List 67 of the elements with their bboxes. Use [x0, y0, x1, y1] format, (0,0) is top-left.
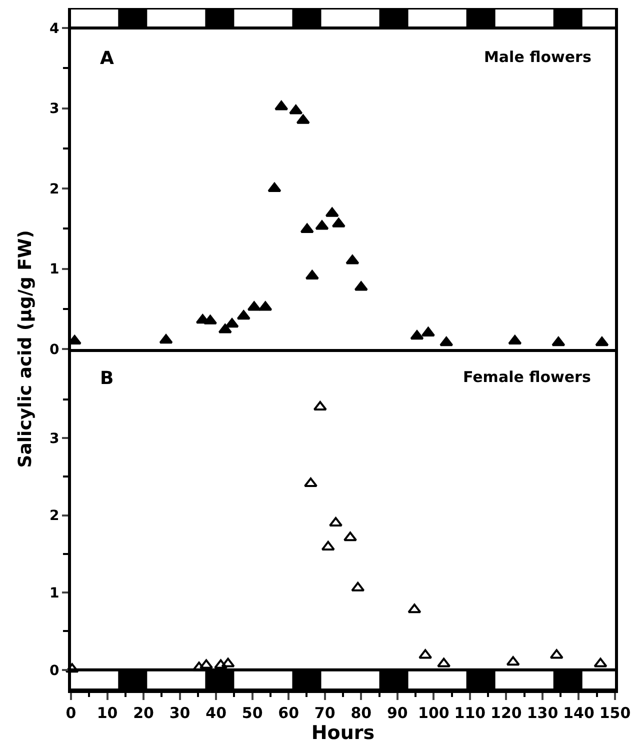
- point: [408, 604, 422, 614]
- point: [225, 318, 239, 328]
- point: [325, 207, 339, 217]
- y-tick-label: 0: [49, 342, 60, 358]
- point: [354, 281, 368, 291]
- y-tick-label: 3: [49, 101, 60, 118]
- point: [315, 220, 329, 230]
- annotation: Male flowers: [484, 48, 592, 66]
- point: [159, 334, 173, 344]
- point: [300, 223, 314, 233]
- point: [305, 270, 319, 280]
- x-tick-label: 120: [490, 704, 522, 722]
- point: [346, 254, 360, 264]
- x-tick-label: 10: [96, 704, 118, 722]
- x-tick-label: 80: [350, 704, 372, 722]
- point: [313, 400, 327, 410]
- annotation: B: [100, 368, 114, 389]
- y-tick-label: 2: [49, 181, 60, 198]
- point: [595, 336, 609, 346]
- y-tick-label: 1: [49, 585, 60, 602]
- point: [506, 656, 520, 666]
- x-tick-label: 70: [314, 704, 336, 722]
- point: [200, 659, 214, 669]
- point: [440, 336, 454, 346]
- point: [247, 301, 261, 311]
- point: [221, 658, 235, 668]
- point: [321, 540, 335, 550]
- x-tick-label: 90: [386, 704, 408, 722]
- x-tick-label: 150: [599, 704, 631, 722]
- y-tick-label: 3: [49, 430, 60, 447]
- point: [304, 478, 318, 488]
- point: [410, 330, 424, 340]
- y-tick-label: 1: [49, 262, 60, 278]
- point: [218, 324, 232, 334]
- point: [274, 100, 288, 110]
- x-axis-title: Hours: [311, 722, 375, 744]
- point: [214, 659, 228, 669]
- y-axis-title: Salicylic acid (µg/g FW): [14, 230, 36, 468]
- point: [594, 658, 608, 668]
- point: [258, 301, 272, 311]
- point: [552, 336, 566, 346]
- x-tick-label: 60: [278, 704, 300, 722]
- y-tick-label: 4: [49, 20, 60, 37]
- point: [296, 114, 310, 124]
- x-tick-label: 0: [66, 704, 76, 722]
- y-tick-label: 0: [49, 662, 60, 679]
- x-tick-label: 30: [169, 704, 190, 722]
- x-tick-label: 20: [133, 704, 154, 722]
- point: [289, 104, 303, 114]
- point: [332, 218, 346, 228]
- annotation: A: [100, 48, 114, 69]
- x-tick-label: 40: [206, 704, 227, 722]
- x-tick-label: 140: [563, 704, 594, 722]
- x-tick-label: 50: [242, 704, 263, 722]
- point: [437, 658, 451, 668]
- x-tick-label: 130: [526, 704, 558, 722]
- x-tick-label: 110: [454, 704, 486, 722]
- x-tick-label: 100: [418, 704, 450, 722]
- point: [236, 310, 250, 320]
- annotation: Female flowers: [463, 368, 591, 386]
- point: [268, 182, 282, 192]
- point: [421, 326, 435, 336]
- point: [351, 582, 365, 592]
- point: [508, 334, 522, 344]
- y-tick-label: 2: [49, 508, 60, 524]
- point: [550, 649, 564, 659]
- point: [418, 649, 432, 659]
